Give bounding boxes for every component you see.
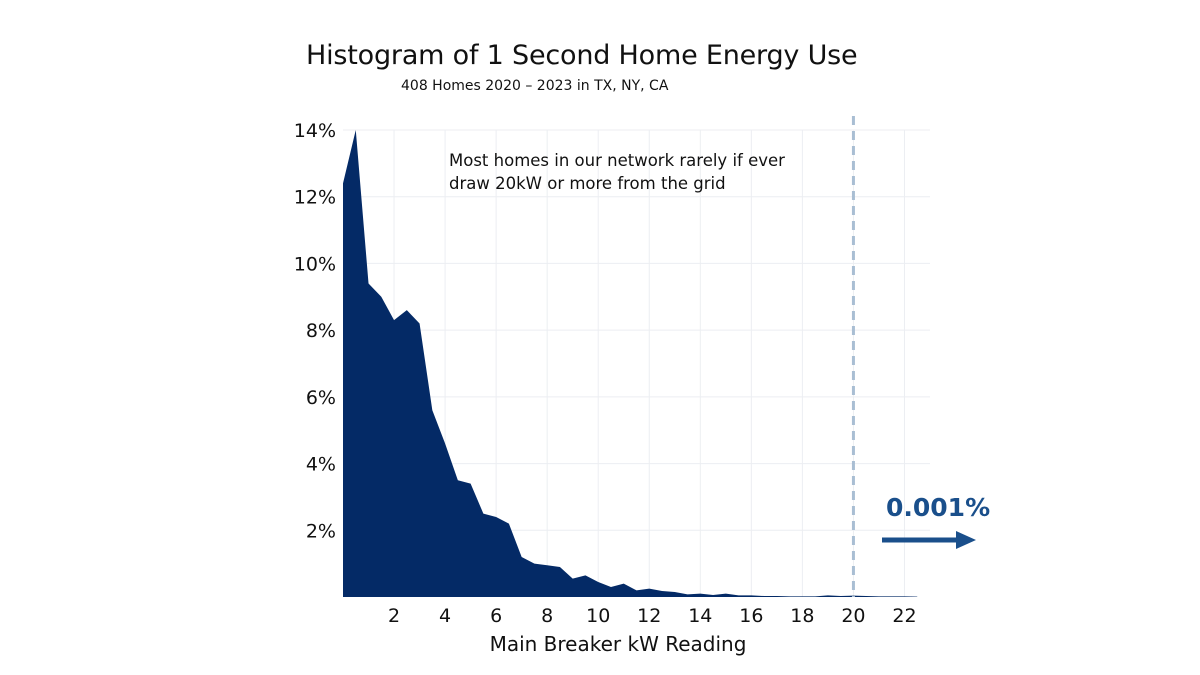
annotation-line-1: Most homes in our network rarely if ever xyxy=(449,151,785,170)
y-tick-label: 12% xyxy=(294,187,336,209)
energy-area-series xyxy=(343,130,918,597)
y-tick-label: 2% xyxy=(306,520,336,542)
x-tick-label: 20 xyxy=(841,605,865,627)
x-axis-ticks: 2 4 6 8 10 12 14 16 18 20 22 xyxy=(388,605,917,627)
right-arrow-icon xyxy=(882,531,976,549)
callout-percent: 0.001% xyxy=(886,493,990,522)
chart-title: Histogram of 1 Second Home Energy Use xyxy=(306,40,858,71)
x-tick-label: 18 xyxy=(790,605,814,627)
x-tick-label: 22 xyxy=(892,605,916,627)
y-tick-label: 10% xyxy=(294,253,336,275)
x-tick-label: 14 xyxy=(688,605,712,627)
x-axis-label: Main Breaker kW Reading xyxy=(490,632,747,656)
x-tick-label: 2 xyxy=(388,605,400,627)
y-tick-label: 4% xyxy=(306,454,336,476)
x-tick-label: 8 xyxy=(541,605,553,627)
x-tick-label: 4 xyxy=(439,605,451,627)
x-tick-label: 10 xyxy=(586,605,610,627)
y-axis-ticks: 2% 4% 6% 8% 10% 12% 14% xyxy=(294,120,336,542)
y-tick-label: 14% xyxy=(294,120,336,142)
y-tick-label: 8% xyxy=(306,320,336,342)
x-tick-label: 6 xyxy=(490,605,502,627)
x-tick-label: 16 xyxy=(739,605,763,627)
chart-subtitle: 408 Homes 2020 – 2023 in TX, NY, CA xyxy=(401,78,669,94)
annotation-line-2: draw 20kW or more from the grid xyxy=(449,174,726,193)
x-tick-label: 12 xyxy=(637,605,661,627)
y-tick-label: 6% xyxy=(306,387,336,409)
